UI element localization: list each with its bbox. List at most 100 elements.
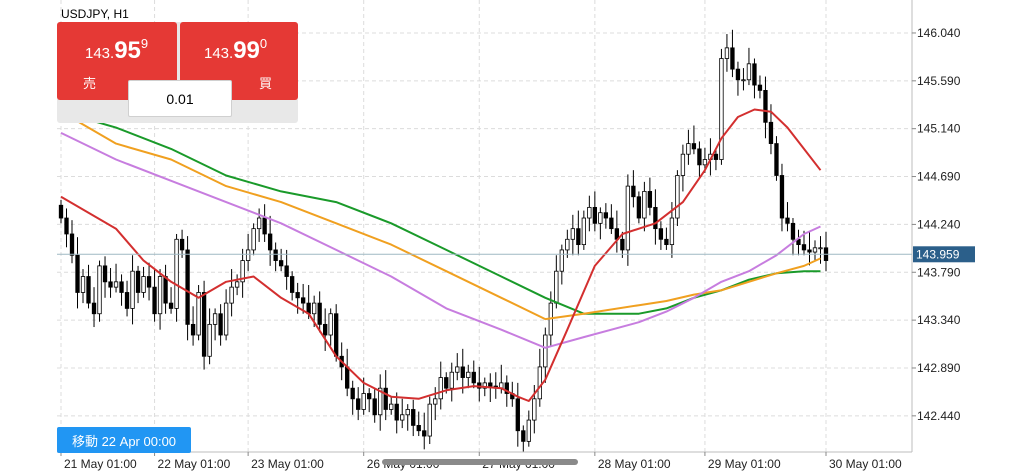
price-tick-label: 145.590 — [917, 74, 961, 88]
candle-body — [411, 409, 416, 426]
candle-body — [587, 206, 592, 219]
candle-body — [680, 153, 686, 176]
candle-body — [75, 254, 80, 293]
candle-body — [141, 276, 146, 293]
candle-body — [801, 244, 807, 251]
candle-body — [207, 323, 212, 357]
candle-body — [201, 292, 207, 357]
candle-body — [323, 323, 328, 336]
candle-body — [818, 247, 823, 250]
candle-body — [774, 143, 779, 176]
candle-body — [763, 90, 768, 123]
candle-body — [58, 204, 64, 219]
candle-body — [262, 217, 267, 235]
chart-scroll-handle[interactable] — [382, 459, 578, 465]
candle-body — [444, 377, 449, 389]
candle-body — [504, 382, 509, 394]
candle-body — [317, 302, 322, 325]
candle-body — [730, 47, 735, 70]
candle-body — [312, 302, 317, 315]
candle-body — [267, 233, 273, 251]
price-tick-label: 144.690 — [917, 170, 961, 184]
candle-body — [212, 313, 218, 325]
candle-body — [537, 366, 542, 400]
candle-body — [273, 249, 278, 261]
candle-body — [658, 228, 664, 240]
candle-body — [719, 58, 724, 160]
candle-body — [609, 217, 614, 230]
candle-body — [240, 260, 245, 283]
candle-body — [741, 79, 746, 82]
candle-body — [812, 247, 818, 253]
symbol-timeframe-label: USDJPY, H1 — [61, 7, 129, 21]
candle-body — [185, 249, 190, 325]
candle-body — [724, 47, 730, 59]
candle-body — [785, 217, 790, 224]
candle-body — [135, 270, 141, 293]
candle-body — [675, 175, 680, 219]
candle-body — [334, 313, 339, 357]
candle-body — [113, 281, 119, 288]
candle-body — [383, 387, 388, 410]
candle-body — [697, 148, 702, 166]
price-tick-label: 142.440 — [917, 409, 961, 423]
candle-body — [521, 430, 526, 442]
candle-body — [295, 292, 300, 299]
time-tick-label: 23 May 01:00 — [251, 457, 324, 471]
candle-body — [168, 302, 174, 309]
price-tick-label: 145.140 — [917, 122, 961, 136]
candle-body — [157, 276, 163, 315]
candle-body — [471, 371, 476, 384]
candle-body — [576, 228, 581, 246]
candle-body — [229, 286, 234, 304]
candle-body — [592, 206, 598, 224]
one-click-trade-panel: 143.959 売 143.990 買 0.01 — [57, 22, 298, 123]
candle-body — [686, 143, 691, 155]
candle-body — [196, 292, 201, 336]
time-tick-label: 30 May 01:00 — [829, 457, 902, 471]
candle-body — [174, 238, 179, 309]
candle-body — [80, 276, 86, 293]
candle-body — [356, 398, 361, 410]
candle-body — [361, 393, 366, 410]
candle-body — [289, 276, 295, 293]
candle-body — [345, 366, 350, 389]
ma-violet-line — [60, 131, 821, 349]
candle-body — [532, 398, 537, 421]
sell-price-pip: 9 — [140, 36, 149, 51]
candle-body — [152, 286, 157, 315]
candle-body — [218, 313, 223, 336]
candle-body — [102, 265, 108, 283]
candle-body — [455, 366, 460, 373]
candle-body — [669, 217, 675, 246]
candle-body — [581, 217, 587, 246]
candle-body — [807, 249, 812, 253]
candle-body — [179, 238, 185, 251]
candle-body — [702, 159, 708, 166]
candle-body — [278, 260, 284, 267]
buy-price: 143.990 — [204, 36, 267, 65]
candle-body — [554, 270, 559, 304]
ma-orange-line — [60, 110, 821, 321]
volume-input[interactable]: 0.01 — [128, 80, 232, 117]
candle-body — [620, 238, 625, 251]
candle-body — [460, 366, 465, 378]
candle-body — [350, 387, 355, 400]
candle-body — [416, 425, 421, 432]
buy-price-prefix: 143. — [204, 45, 234, 62]
navigate-date-badge[interactable]: 移動 22 Apr 00:00 — [57, 427, 191, 453]
candle-body — [653, 206, 658, 230]
candle-body — [598, 212, 603, 224]
sell-price: 143.959 — [85, 36, 148, 65]
candle-body — [790, 222, 796, 240]
candle-body — [543, 334, 548, 368]
candle-body — [405, 409, 410, 416]
candle-body — [367, 393, 372, 400]
price-tick-label: 142.890 — [917, 361, 961, 375]
candle-body — [559, 249, 564, 272]
current-price-badge — [913, 246, 975, 263]
candle-body — [433, 398, 438, 405]
candle-body — [642, 191, 647, 219]
